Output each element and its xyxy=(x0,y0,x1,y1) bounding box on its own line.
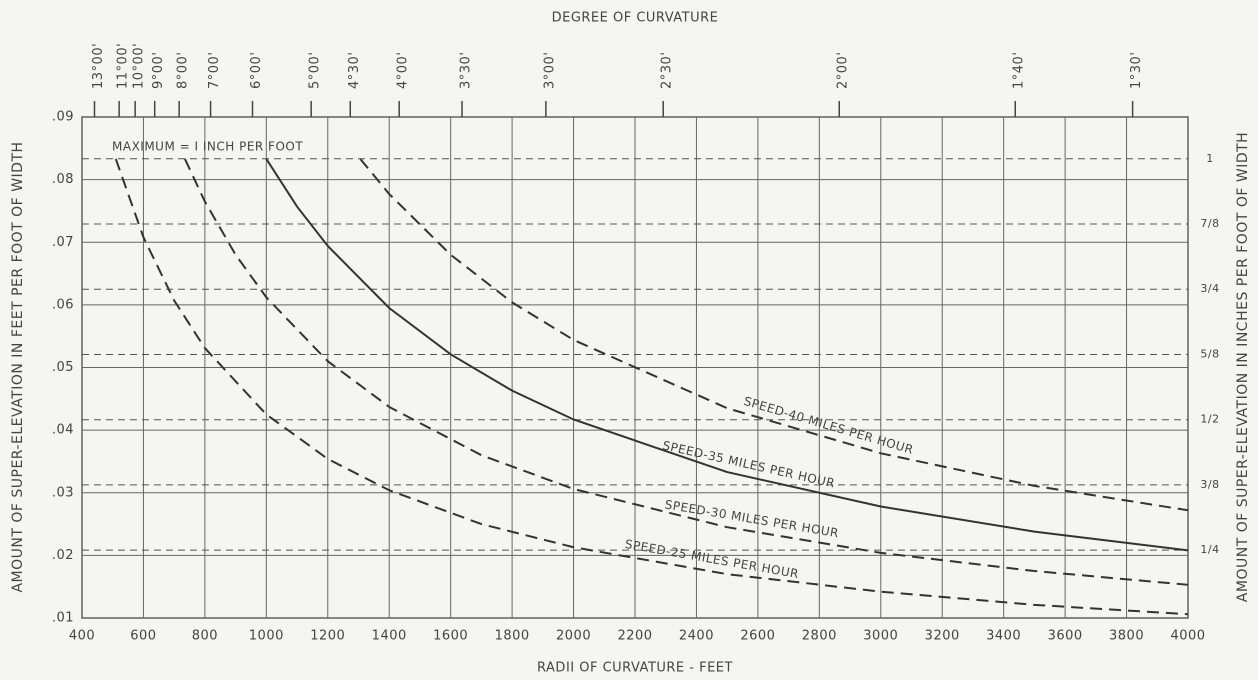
annotation: MAXIMUM = I INCH PER FOOT xyxy=(112,139,303,153)
x2-tick-label: 3°30' xyxy=(459,52,474,89)
x-tick-label: 800 xyxy=(192,629,218,644)
series-line xyxy=(114,158,1189,616)
x-tick-label: 1600 xyxy=(433,629,468,644)
x-tick-label: 3600 xyxy=(1048,629,1083,644)
x-tick-label: 2400 xyxy=(679,629,714,644)
x2-tick-label: 6°00' xyxy=(249,52,264,89)
x-tick-label: 3000 xyxy=(863,629,898,644)
x2-tick-label: 7°00' xyxy=(207,52,222,89)
x2-tick-label: 4°30' xyxy=(347,52,362,89)
y-tick-label: .06 xyxy=(52,297,74,312)
y2-tick-label: 1 xyxy=(1206,152,1214,165)
y2-tick-label: 3/4 xyxy=(1200,282,1219,295)
x2-tick-label: 9°00' xyxy=(151,52,166,89)
y2-tick-label: 7/8 xyxy=(1200,217,1219,230)
x-tick-label: 3200 xyxy=(925,629,960,644)
y2-tick-label: 3/8 xyxy=(1200,478,1219,491)
x2-tick-label: 10°00' xyxy=(132,43,147,89)
y-tick-label: .01 xyxy=(52,611,74,626)
y2-tick-label: 5/8 xyxy=(1200,347,1219,360)
y-tick-label: .08 xyxy=(52,172,74,187)
x-tick-label: 1000 xyxy=(249,629,284,644)
x2-tick-label: 1°40' xyxy=(1012,52,1027,89)
x2-tick-label: 11°00' xyxy=(116,43,131,89)
series-line xyxy=(359,158,1189,512)
x-tick-label: 1400 xyxy=(372,629,407,644)
x-tick-label: 400 xyxy=(69,629,95,644)
x2-tick-label: 2°30' xyxy=(660,52,675,89)
x-axis-title: RADII OF CURVATURE - FEET xyxy=(537,661,733,676)
x-tick-label: 4000 xyxy=(1170,629,1205,644)
x-tick-label: 3400 xyxy=(986,629,1021,644)
x2-tick-label: 1°30' xyxy=(1129,52,1144,89)
x-tick-label: 1200 xyxy=(310,629,345,644)
x-tick-label: 1800 xyxy=(495,629,530,644)
x2-tick-label: 8°00' xyxy=(176,52,191,89)
x-tick-label: 600 xyxy=(130,629,156,644)
y-axis-title: AMOUNT OF SUPER-ELEVATION IN FEET PER FO… xyxy=(10,141,26,592)
x-tick-label: 3800 xyxy=(1109,629,1144,644)
chart-title: DEGREE OF CURVATURE xyxy=(552,11,719,26)
x-tick-label: 2000 xyxy=(556,629,591,644)
x-tick-label: 2600 xyxy=(740,629,775,644)
y-tick-label: .05 xyxy=(52,360,74,375)
y-tick-label: .02 xyxy=(52,548,74,563)
series-line xyxy=(265,158,1189,552)
y2-axis-title: AMOUNT OF SUPER-ELEVATION IN INCHES PER … xyxy=(1235,132,1251,602)
x2-tick-label: 4°00' xyxy=(396,52,411,89)
y-tick-label: .07 xyxy=(52,235,74,250)
x2-tick-label: 5°00' xyxy=(308,52,323,89)
y-tick-label: .09 xyxy=(52,110,74,125)
x-tick-label: 2800 xyxy=(802,629,837,644)
series-line xyxy=(184,158,1189,586)
y2-tick-label: 1/2 xyxy=(1200,413,1219,426)
y2-tick-label: 1/4 xyxy=(1200,543,1219,556)
x2-tick-label: 3°00' xyxy=(542,52,557,89)
y-tick-label: .04 xyxy=(52,423,74,438)
series-label: SPEED-40 MILES PER HOUR xyxy=(742,394,915,457)
series-label: SPEED-25 MILES PER HOUR xyxy=(624,537,800,581)
x2-tick-label: 2°00' xyxy=(836,52,851,89)
x-tick-label: 2200 xyxy=(617,629,652,644)
x2-tick-label: 13°00' xyxy=(91,43,106,89)
series-label: SPEED-35 MILES PER HOUR xyxy=(661,438,836,490)
y-tick-label: .03 xyxy=(52,485,74,500)
